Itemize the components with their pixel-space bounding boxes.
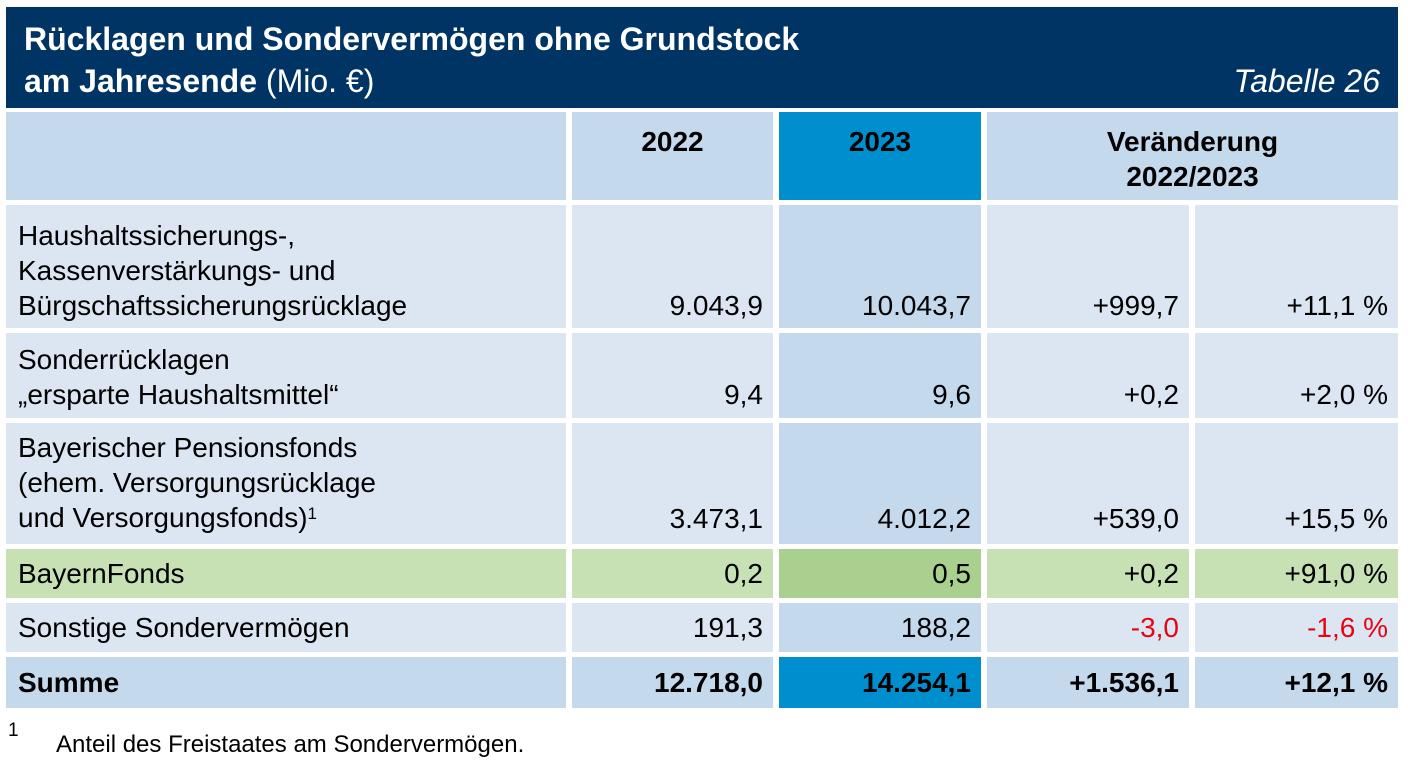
label-line: BayernFonds bbox=[18, 558, 185, 589]
label-line: Sonderrücklagen bbox=[18, 344, 230, 375]
cell-2023: 9,6 bbox=[779, 333, 981, 418]
cell-change-abs: +0,2 bbox=[987, 333, 1189, 418]
table-number: Tabelle 26 bbox=[1233, 63, 1381, 99]
row-label-sonderruecklagen: Sonderrücklagen „ersparte Haushaltsmitte… bbox=[6, 333, 566, 418]
cell-2022: 9,4 bbox=[572, 333, 773, 418]
row-label-bayernfonds: BayernFonds bbox=[6, 549, 566, 598]
cell-2023: 10.043,7 bbox=[779, 205, 981, 328]
cell-2023: 188,2 bbox=[779, 603, 981, 652]
unit-label: (Mio. €) bbox=[265, 63, 375, 99]
label-line: Bürgschaftssicherungsrücklage bbox=[18, 290, 408, 321]
cell-change-pct: +2,0 % bbox=[1195, 333, 1398, 418]
total-label: Summe bbox=[6, 657, 566, 708]
footnote-mark: 1 bbox=[8, 720, 19, 741]
cell-2022: 0,2 bbox=[572, 549, 773, 598]
cell-change-pct: +91,0 % bbox=[1195, 549, 1398, 598]
label-line-text: und Versorgungsfonds) bbox=[18, 502, 308, 533]
label-line: Haushaltssicherungs-, bbox=[18, 220, 296, 251]
cell-2023: 0,5 bbox=[779, 549, 981, 598]
cell-change-abs-negative: -3,0 bbox=[987, 603, 1189, 652]
table-title: Rücklagen und Sondervermögen ohne Grunds… bbox=[24, 21, 800, 57]
cell-change-pct-negative: -1,6 % bbox=[1195, 603, 1398, 652]
cell-2022: 3.473,1 bbox=[572, 423, 773, 544]
header-empty-cell bbox=[6, 112, 566, 200]
footnote-text: Anteil des Freistaates am Sondervermögen… bbox=[56, 731, 525, 758]
total-change-abs: +1.536,1 bbox=[987, 657, 1189, 708]
col-header-2023: 2023 bbox=[779, 112, 981, 200]
label-line: und Versorgungsfonds)1 bbox=[18, 500, 556, 535]
cell-change-abs: +999,7 bbox=[987, 205, 1189, 328]
label-line: (ehem. Versorgungsrücklage bbox=[18, 467, 376, 498]
col-header-2022: 2022 bbox=[572, 112, 773, 200]
footnote-ref: 1 bbox=[307, 504, 317, 523]
subtitle-bold: am Jahresende bbox=[24, 63, 258, 99]
change-header-line2: 2022/2023 bbox=[1126, 161, 1259, 192]
label-line: Kassenverstärkungs- und bbox=[18, 255, 336, 286]
row-label-pensionsfonds: Bayerischer Pensionsfonds (ehem. Versorg… bbox=[6, 423, 566, 544]
col-header-change: Veränderung 2022/2023 bbox=[987, 112, 1398, 200]
cell-change-abs: +0,2 bbox=[987, 549, 1189, 598]
cell-2022: 191,3 bbox=[572, 603, 773, 652]
row-label-haushaltssicherung: Haushaltssicherungs-, Kassenverstärkungs… bbox=[6, 205, 566, 328]
label-line: Sonstige Sondervermögen bbox=[18, 612, 350, 643]
cell-change-abs: +539,0 bbox=[987, 423, 1189, 544]
cell-change-pct: +11,1 % bbox=[1195, 205, 1398, 328]
cell-change-pct: +15,5 % bbox=[1195, 423, 1398, 544]
table-header-banner: Rücklagen und Sondervermögen ohne Grunds… bbox=[6, 7, 1398, 108]
table-subtitle: am Jahresende (Mio. €) bbox=[24, 63, 374, 100]
cell-2023: 4.012,2 bbox=[779, 423, 981, 544]
total-2022: 12.718,0 bbox=[572, 657, 773, 708]
change-header-line1: Veränderung bbox=[1106, 126, 1279, 157]
total-change-pct: +12,1 % bbox=[1195, 657, 1398, 708]
label-line: „ersparte Haushaltsmittel“ bbox=[18, 379, 339, 410]
cell-2022: 9.043,9 bbox=[572, 205, 773, 328]
total-2023: 14.254,1 bbox=[779, 657, 981, 708]
label-line: Bayerischer Pensionsfonds bbox=[18, 432, 358, 463]
row-label-sonstige: Sonstige Sondervermögen bbox=[6, 603, 566, 652]
data-table: 2022 2023 Veränderung 2022/2023 Haushalt… bbox=[6, 112, 1398, 708]
